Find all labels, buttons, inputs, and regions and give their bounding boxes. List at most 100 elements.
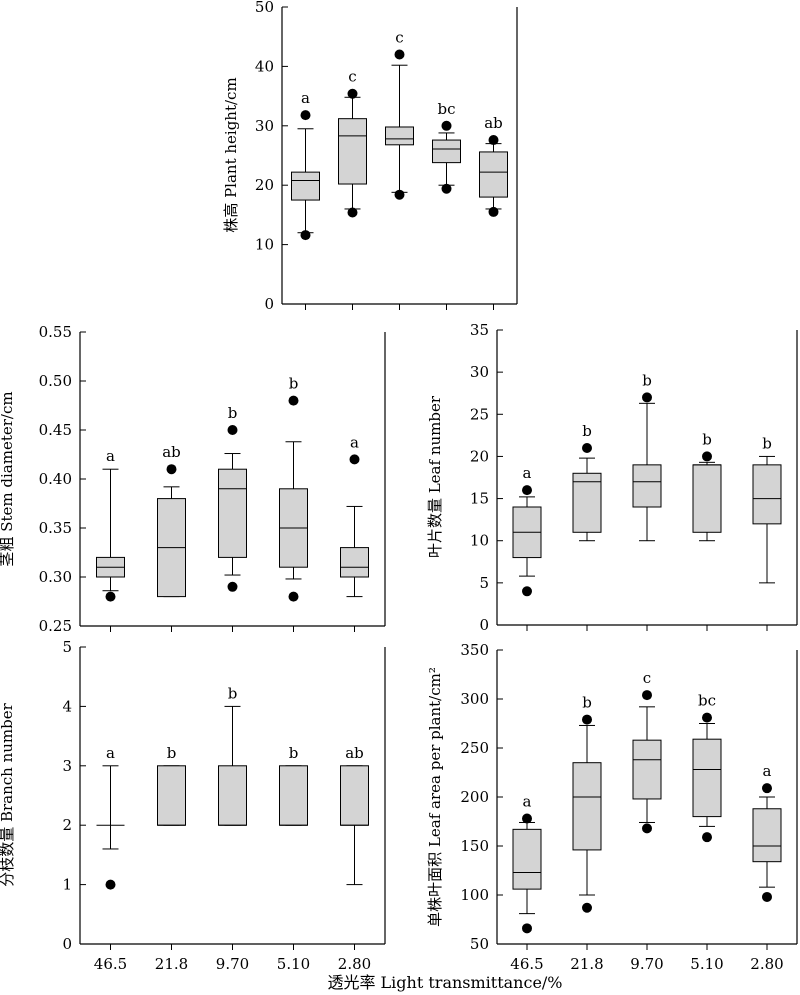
outlier-point: [105, 879, 116, 890]
box-body: [752, 808, 782, 863]
box-3: c: [385, 29, 414, 200]
box-5: ab: [340, 744, 369, 886]
outlier-point: [642, 823, 652, 834]
box-2: b: [572, 694, 602, 913]
significance-letter: bc: [437, 100, 455, 118]
significance-letter: b: [167, 744, 177, 762]
outlier-point: [582, 714, 592, 725]
significance-letter: b: [762, 434, 772, 452]
y-tick-label: 20: [470, 447, 489, 465]
box-4: b: [279, 744, 308, 826]
box-4: bc: [432, 100, 461, 194]
box-body: [479, 151, 508, 198]
y-tick-label: 50: [470, 935, 489, 953]
panel-3: 0 5 10 15 20 25 30 35 叶片数量 Leaf number a b b b b: [426, 321, 798, 634]
box-body: [432, 139, 461, 164]
box-body: [692, 738, 722, 818]
outlier-point: [642, 690, 652, 701]
y-tick-label: 50: [255, 0, 274, 16]
outlier-point: [347, 207, 358, 218]
box-4: b: [692, 430, 722, 542]
box-3: b: [218, 684, 247, 826]
box-3: b: [632, 371, 662, 542]
outlier-point: [227, 581, 238, 592]
outlier-point: [702, 451, 712, 462]
x-tick-label: 5.10: [277, 955, 310, 973]
panel-2: 0.25 0.30 0.35 0.40 0.45 0.50 0.55 茎粗 Stem diam…: [0, 323, 386, 635]
outlier-point: [347, 88, 358, 99]
significance-letter: b: [582, 422, 592, 440]
significance-letter: b: [642, 371, 652, 389]
significance-letter: ab: [345, 744, 364, 762]
y-tick-label: 0.30: [39, 568, 72, 586]
outlier-point: [441, 183, 452, 194]
y-tick-label: 30: [470, 363, 489, 381]
significance-letter: a: [106, 447, 115, 465]
x-tick-label: 2.80: [338, 955, 371, 973]
box-body: [340, 547, 369, 578]
box-1: a: [512, 464, 542, 597]
box-5: a: [340, 433, 369, 598]
y-tick-label: 5: [62, 638, 72, 656]
y-tick-label: 40: [255, 57, 274, 75]
x-tick-label: 21.8: [155, 955, 188, 973]
y-tick-label: 0.50: [39, 372, 72, 390]
significance-letter: b: [289, 375, 299, 393]
y-axis-title: 分枝数量 Branch number: [0, 702, 16, 886]
y-axis-title: 单株叶面积 Leaf area per plant/cm²: [426, 667, 444, 927]
box-4: b: [279, 375, 308, 602]
outlier-point: [522, 923, 532, 934]
significance-letter: a: [523, 793, 532, 811]
y-axis-title: 茎粗 Stem diameter/cm: [0, 391, 16, 566]
box-2: ab: [157, 443, 186, 598]
outlier-point: [582, 443, 592, 453]
significance-letter: bc: [698, 692, 716, 710]
box-body: [632, 464, 662, 508]
outlier-point: [441, 120, 452, 131]
significance-letter: ab: [162, 443, 181, 461]
significance-letter: a: [106, 744, 115, 762]
outlier-point: [702, 832, 712, 843]
y-tick-label: 5: [479, 574, 489, 592]
y-tick-label: 100: [460, 886, 489, 904]
box-body: [340, 765, 369, 826]
y-tick-label: 25: [470, 405, 489, 423]
x-tick-label: 5.10: [690, 955, 723, 973]
significance-letter: c: [643, 669, 651, 687]
y-tick-label: 350: [460, 641, 489, 659]
box-3: c: [632, 669, 662, 834]
outlier-point: [488, 135, 499, 146]
y-tick-label: 10: [470, 532, 489, 550]
box-4: bc: [692, 692, 722, 843]
box-1: a: [512, 793, 542, 934]
box-5: ab: [479, 114, 508, 217]
outlier-point: [488, 206, 499, 217]
y-tick-label: 250: [460, 739, 489, 757]
box-body: [218, 765, 247, 826]
y-tick-label: 0: [264, 295, 274, 313]
x-tick-label: 46.5: [510, 955, 543, 973]
y-tick-label: 200: [460, 788, 489, 806]
box-5: b: [752, 434, 782, 584]
x-tick-label: 2.80: [750, 955, 783, 973]
x-tick-label: 46.5: [94, 955, 127, 973]
box-3: b: [218, 404, 247, 592]
outlier-point: [702, 712, 712, 723]
outlier-point: [762, 783, 772, 794]
y-tick-label: 0.35: [39, 519, 72, 537]
y-tick-label: 3: [62, 757, 72, 775]
significance-letter: a: [763, 762, 772, 780]
significance-letter: b: [228, 404, 238, 422]
outlier-point: [349, 454, 360, 465]
outlier-point: [522, 586, 532, 597]
significance-letter: a: [523, 464, 532, 482]
y-tick-label: 4: [62, 697, 72, 715]
box-body: [692, 464, 722, 533]
y-tick-label: 20: [255, 176, 274, 194]
significance-letter: c: [348, 68, 356, 86]
x-tick-label: 9.70: [630, 955, 663, 973]
outlier-point: [522, 813, 532, 824]
y-tick-label: 2: [62, 816, 72, 834]
outlier-point: [166, 464, 177, 475]
box-body: [338, 118, 367, 185]
